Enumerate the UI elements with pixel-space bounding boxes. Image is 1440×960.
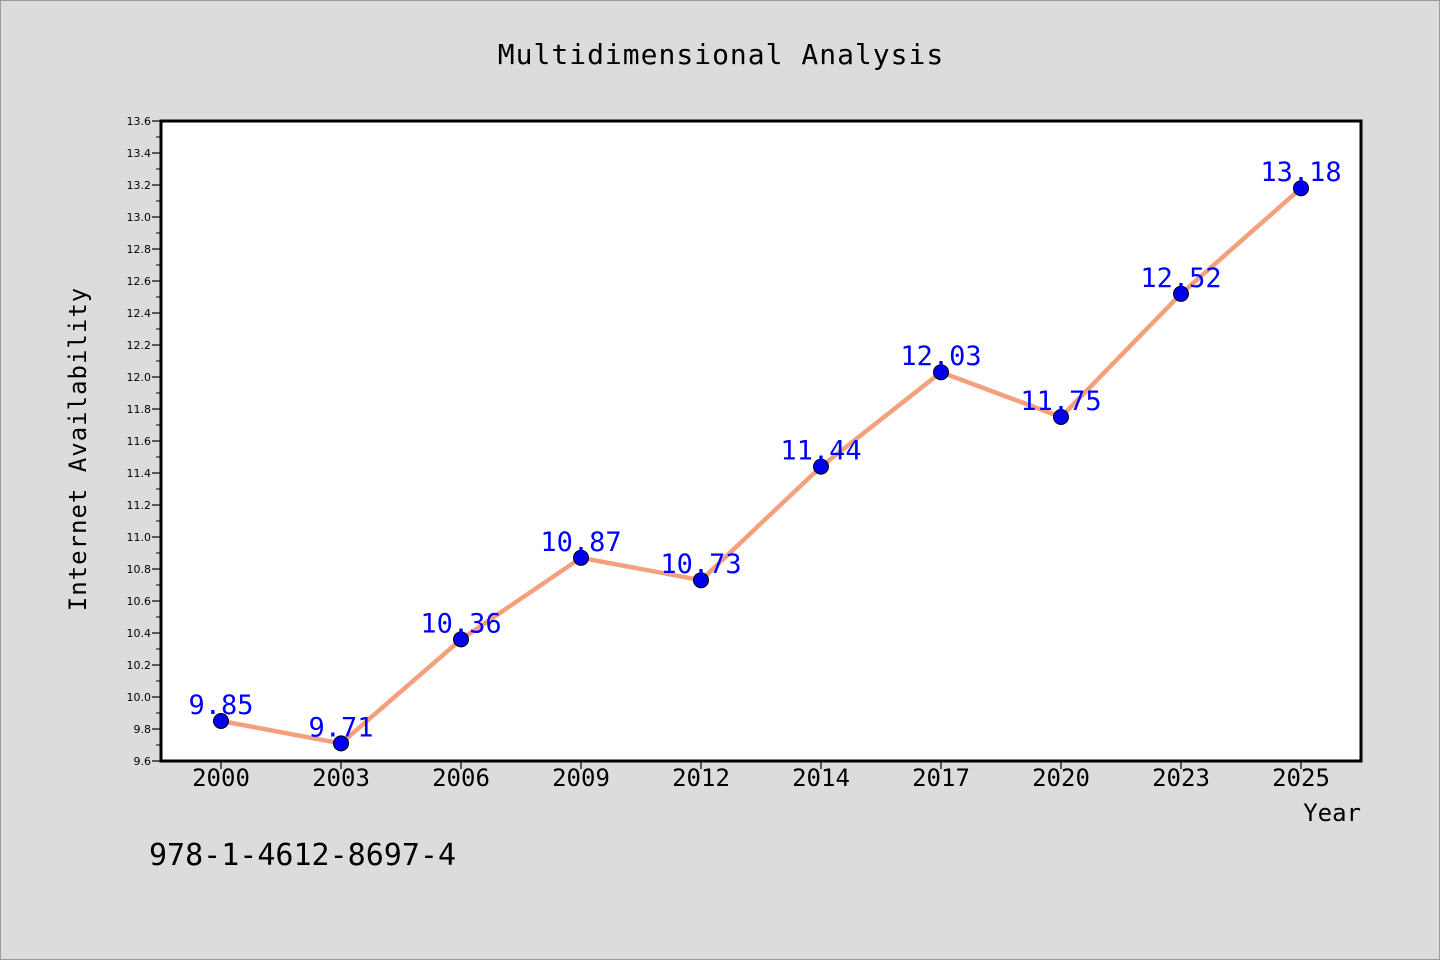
- data-point: [213, 713, 229, 729]
- plot-area: [159, 119, 1363, 763]
- y-tick-label: 11.6: [127, 435, 152, 448]
- x-tick-label: 2017: [912, 764, 970, 792]
- y-tick-label: 12.8: [127, 243, 152, 256]
- data-point: [933, 364, 949, 381]
- x-tick-label: 2000: [192, 764, 250, 792]
- data-label: 12.52: [1140, 263, 1221, 294]
- y-tick-label: 12.6: [127, 275, 152, 288]
- y-tick-label: 9.8: [134, 723, 152, 736]
- y-tick-label: 13.4: [127, 147, 152, 160]
- data-point: [1173, 285, 1189, 302]
- data-label: 9.71: [308, 712, 373, 743]
- data-point: [813, 458, 829, 475]
- y-tick-label: 10.4: [127, 627, 152, 640]
- y-tick-label: 13.6: [127, 115, 152, 128]
- y-tick-label: 11.0: [127, 531, 152, 544]
- y-tick-label: 13.2: [127, 179, 152, 192]
- y-tick-label: 10.0: [127, 691, 152, 704]
- data-point: [453, 631, 469, 648]
- data-point: [333, 735, 349, 752]
- data-point: [1053, 409, 1069, 425]
- y-tick-label: 10.8: [127, 563, 152, 576]
- y-axis: 9.6 9.8 10.0 10.2 10.4 10.6 10.8 11.0 11.2 11.4 11…: [127, 115, 161, 768]
- y-tick-label: 10.6: [127, 595, 152, 608]
- x-axis: 2000 2003 2006 2009 2012 2014 2017 2020 2023 2025: [192, 761, 1330, 792]
- y-tick-label: 10.2: [127, 659, 152, 672]
- y-tick-label: 9.6: [134, 755, 152, 768]
- chart-title: Multidimensional Analysis: [498, 38, 944, 71]
- data-point: [573, 549, 589, 566]
- data-point: [693, 572, 709, 589]
- x-tick-label: 2020: [1032, 764, 1090, 792]
- x-tick-label: 2023: [1152, 764, 1210, 792]
- x-tick-label: 2009: [552, 764, 610, 792]
- x-tick-label: 2012: [672, 764, 730, 792]
- data-point: [1293, 180, 1309, 197]
- data-label: 10.87: [540, 527, 621, 558]
- y-tick-label: 12.0: [127, 371, 152, 384]
- data-label: 11.75: [1020, 386, 1101, 417]
- data-label: 11.44: [780, 436, 861, 467]
- data-label: 10.73: [660, 549, 741, 580]
- data-label: 13.18: [1260, 157, 1341, 188]
- y-axis-label: Internet Availability: [64, 287, 92, 611]
- y-tick-label: 11.2: [127, 499, 152, 512]
- y-tick-label: 11.4: [127, 467, 152, 480]
- data-label: 9.85: [188, 690, 253, 721]
- data-label: 12.03: [900, 341, 981, 372]
- y-tick-label: 12.4: [127, 307, 152, 320]
- y-tick-label: 11.8: [127, 403, 152, 416]
- x-tick-label: 2025: [1272, 764, 1330, 792]
- y-tick-label: 13.0: [127, 211, 152, 224]
- y-tick-label: 12.2: [127, 339, 152, 352]
- data-label: 10.36: [420, 608, 501, 639]
- x-tick-label: 2014: [792, 764, 850, 792]
- isbn-annotation: 978-1-4612-8697-4: [149, 838, 456, 873]
- x-tick-label: 2006: [432, 764, 490, 792]
- data-series: 9.85 9.71 10.36 10.87 10.73 11.44 12.03 11.75 12…: [188, 157, 1342, 752]
- x-axis-label: Year: [1303, 799, 1361, 827]
- series-line: [218, 185, 1304, 746]
- x-tick-label: 2003: [312, 764, 370, 792]
